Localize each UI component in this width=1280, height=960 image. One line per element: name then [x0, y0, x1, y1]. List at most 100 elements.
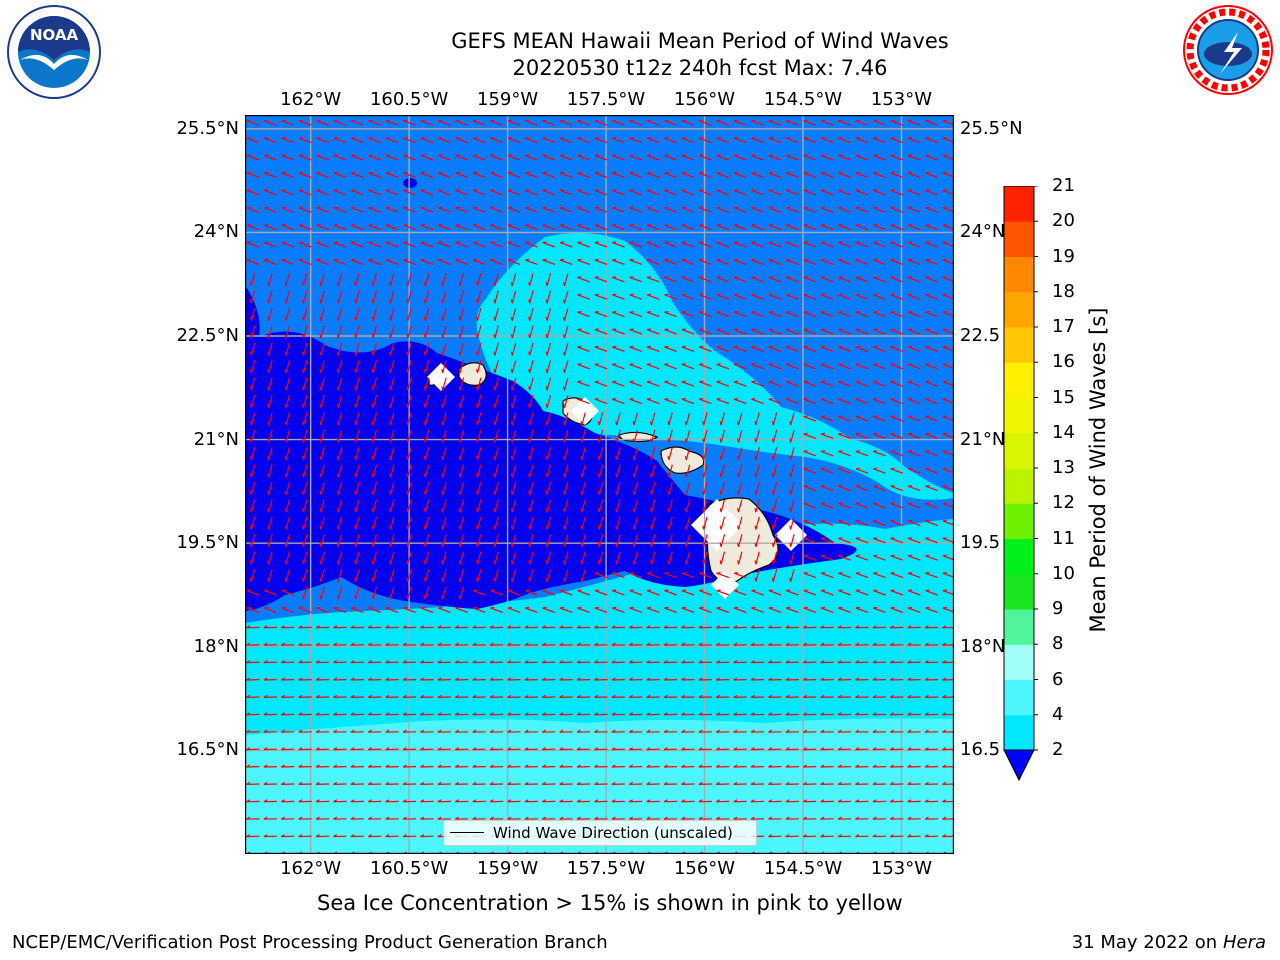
wave-direction-arrow	[802, 799, 817, 803]
wave-direction-arrow	[389, 447, 395, 461]
wave-direction-arrow	[441, 429, 447, 443]
wave-direction-arrow	[437, 625, 451, 629]
wave-direction-arrow	[333, 119, 347, 126]
wave-direction-arrow	[838, 293, 851, 300]
wave-direction-arrow	[559, 206, 573, 213]
wave-direction-arrow	[351, 137, 364, 144]
wave-direction-arrow	[890, 572, 904, 579]
wave-direction-arrow	[402, 625, 417, 629]
wave-direction-arrow	[507, 625, 521, 629]
wave-direction-arrow	[789, 534, 795, 548]
wave-direction-arrow	[368, 137, 382, 144]
wave-direction-arrow	[315, 816, 330, 820]
wave-direction-arrow	[284, 394, 291, 408]
wave-direction-arrow	[441, 377, 447, 391]
wave-direction-arrow	[458, 568, 465, 582]
wave-direction-arrow	[476, 429, 482, 443]
wave-direction-arrow	[855, 241, 869, 248]
wave-direction-arrow	[733, 694, 747, 698]
wave-direction-arrow	[890, 519, 904, 526]
wave-direction-arrow	[302, 551, 308, 565]
wave-direction-arrow	[751, 258, 764, 265]
wave-direction-arrow	[629, 311, 643, 318]
wave-direction-arrow	[771, 568, 778, 582]
wave-direction-arrow	[751, 293, 764, 300]
wave-direction-arrow	[316, 258, 329, 265]
wave-direction-arrow	[786, 398, 799, 405]
wave-direction-arrow	[371, 447, 378, 461]
wave-direction-arrow	[319, 429, 325, 443]
wave-direction-arrow	[838, 380, 851, 387]
wave-direction-arrow	[389, 481, 395, 495]
wave-direction-arrow	[872, 799, 886, 803]
wave-direction-arrow	[420, 642, 434, 646]
wave-direction-arrow	[733, 137, 747, 144]
wave-direction-arrow	[803, 502, 817, 509]
wave-direction-arrow	[354, 499, 360, 513]
wave-direction-arrow	[298, 764, 312, 768]
wave-direction-arrow	[838, 432, 851, 439]
wave-direction-arrow	[458, 534, 465, 548]
wave-direction-arrow	[715, 712, 730, 716]
wave-direction-arrow	[873, 154, 886, 161]
colorbar-level-label: 6	[1052, 668, 1064, 690]
wave-direction-arrow	[580, 534, 586, 548]
wave-direction-arrow	[632, 534, 639, 548]
wave-direction-arrow	[925, 363, 938, 370]
wave-direction-arrow	[315, 729, 330, 733]
wave-direction-arrow	[594, 345, 608, 352]
wave-direction-arrow	[667, 499, 673, 513]
wave-direction-arrow	[838, 154, 851, 161]
wave-direction-arrow	[267, 516, 273, 530]
wave-direction-arrow	[942, 572, 954, 578]
wave-direction-arrow	[699, 206, 712, 213]
wave-direction-arrow	[267, 429, 273, 443]
wave-direction-arrow	[476, 290, 482, 304]
wave-direction-arrow	[249, 290, 256, 304]
wave-direction-arrow	[716, 189, 730, 196]
wave-direction-arrow	[454, 694, 469, 698]
wave-direction-arrow	[441, 499, 447, 513]
wave-direction-arrow	[803, 328, 817, 335]
island-kauai	[458, 362, 487, 386]
wave-direction-arrow	[838, 276, 851, 283]
wave-direction-arrow	[890, 363, 904, 370]
wave-direction-arrow	[577, 328, 590, 335]
wave-direction-arrow	[577, 311, 590, 318]
wave-direction-arrow	[263, 781, 277, 785]
wave-direction-arrow	[667, 412, 673, 426]
wave-direction-arrow	[803, 380, 817, 387]
wave-direction-arrow	[458, 325, 465, 339]
wave-direction-arrow	[472, 154, 486, 161]
wave-direction-arrow	[611, 747, 625, 751]
wave-direction-arrow	[403, 137, 416, 144]
wave-direction-arrow	[594, 712, 608, 716]
wave-direction-arrow	[354, 568, 360, 582]
wave-direction-arrow	[333, 137, 347, 144]
wave-direction-arrow	[476, 516, 482, 530]
wave-direction-arrow	[351, 189, 364, 196]
wave-direction-arrow	[628, 694, 643, 698]
wave-direction-arrow	[889, 799, 904, 803]
colorbar-level-label: 10	[1052, 562, 1075, 584]
wave-direction-arrow	[719, 499, 726, 513]
wave-direction-arrow	[246, 258, 260, 265]
wave-direction-arrow	[873, 519, 886, 526]
wave-direction-arrow	[612, 189, 625, 196]
wave-direction-arrow	[615, 464, 621, 478]
wave-direction-arrow	[838, 171, 851, 178]
wave-direction-arrow	[249, 325, 256, 339]
wave-direction-arrow	[541, 816, 556, 820]
wave-direction-arrow	[667, 464, 673, 478]
wave-direction-arrow	[454, 660, 469, 664]
wave-direction-arrow	[751, 589, 764, 596]
wave-direction-arrow	[612, 154, 625, 161]
colorbar-segment	[1004, 291, 1034, 328]
wave-direction-arrow	[702, 516, 708, 530]
wave-direction-arrow	[716, 363, 730, 370]
wave-direction-arrow	[786, 206, 799, 213]
wave-direction-arrow	[455, 119, 469, 126]
wave-direction-arrow	[925, 119, 938, 126]
wave-direction-arrow	[942, 781, 954, 785]
wave-direction-arrow	[371, 307, 378, 321]
